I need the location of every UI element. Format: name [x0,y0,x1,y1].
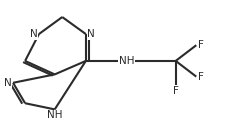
Text: F: F [198,40,203,50]
Text: N: N [87,29,94,39]
Text: NH: NH [118,56,134,66]
Text: NH: NH [47,110,62,120]
Text: N: N [30,29,38,39]
Text: F: F [198,72,203,82]
Text: F: F [172,86,178,96]
Text: N: N [4,78,12,88]
